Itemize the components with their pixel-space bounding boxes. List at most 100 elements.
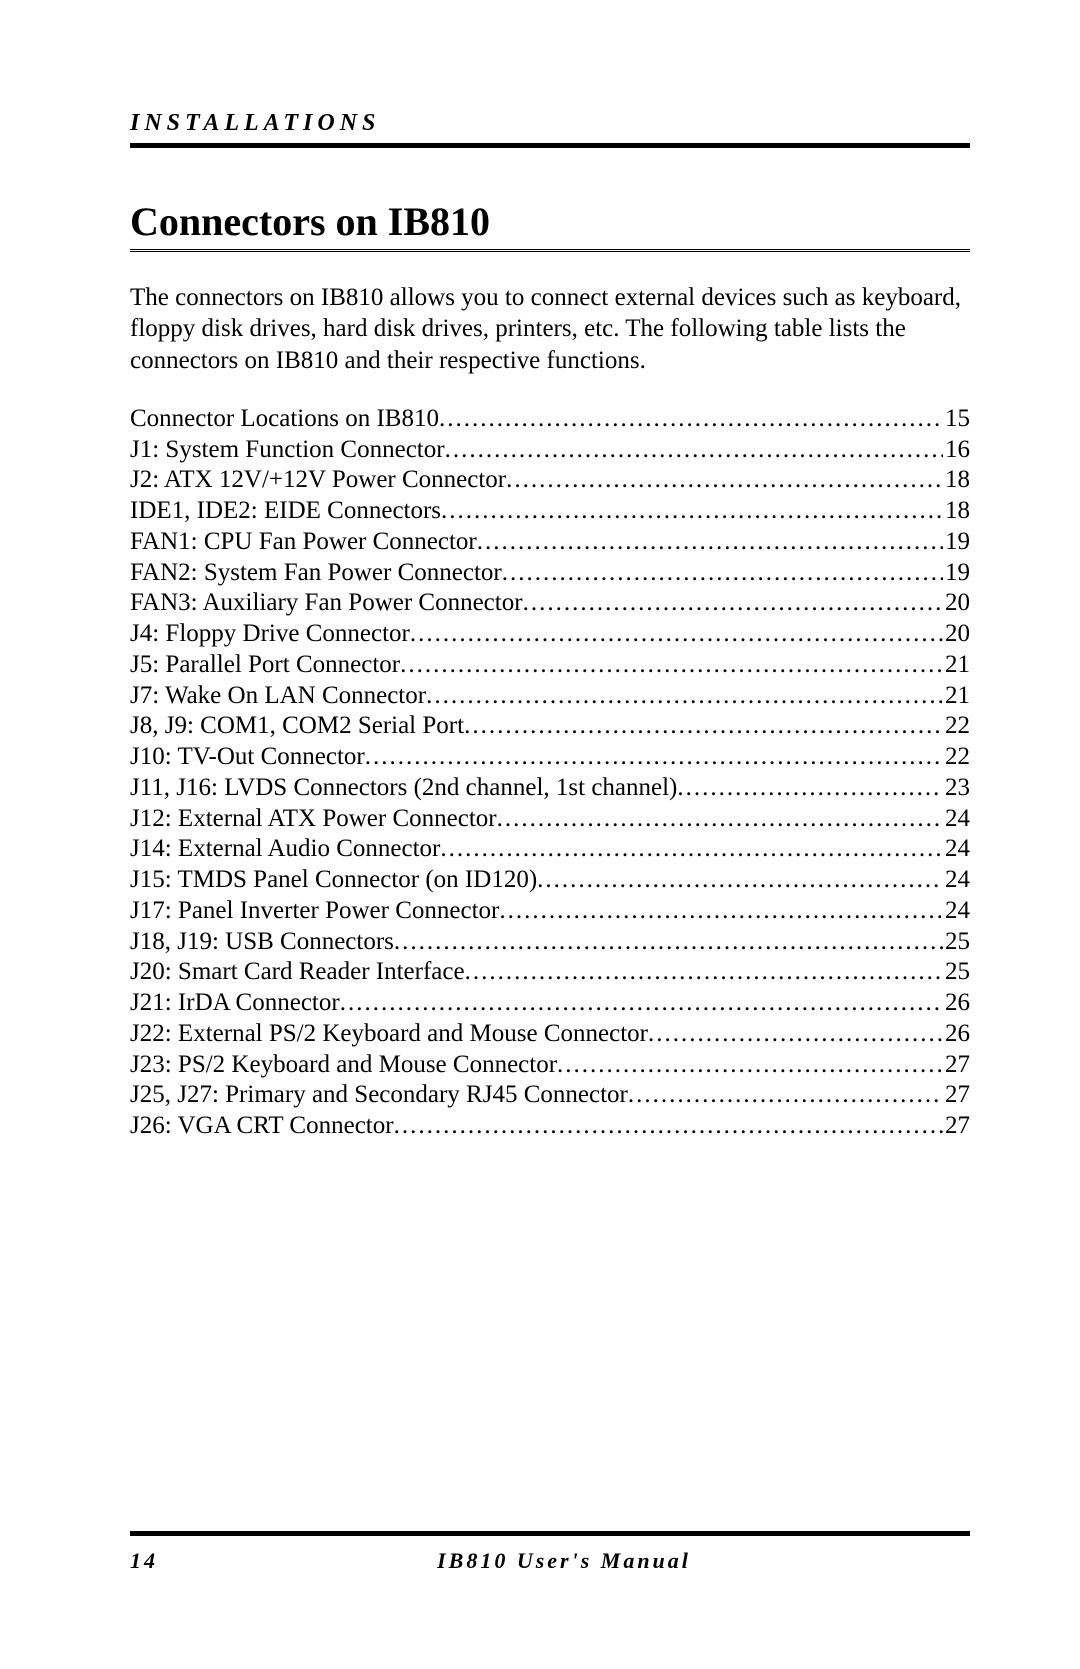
toc-page-number: 27 [943, 1050, 970, 1081]
toc-page-number: 20 [943, 619, 970, 650]
toc-row: J14: External Audio Connector 24 [130, 834, 970, 865]
toc-leader-dots [440, 834, 943, 865]
toc-leader-dots [497, 804, 943, 835]
toc-page-number: 21 [943, 650, 970, 681]
toc-label: J4: Floppy Drive Connector [130, 619, 410, 650]
toc-page-number: 25 [943, 957, 970, 988]
toc-leader-dots [464, 711, 943, 742]
toc-leader-dots [439, 404, 943, 435]
page: INSTALLATIONS Connectors on IB810 The co… [0, 0, 1080, 1669]
toc-label: J21: IrDA Connector [130, 988, 340, 1019]
toc-label: J10: TV-Out Connector [130, 742, 365, 773]
toc-leader-dots [340, 988, 943, 1019]
toc-leader-dots [365, 742, 943, 773]
toc-leader-dots [648, 1019, 943, 1050]
toc-leader-dots [499, 896, 943, 927]
toc-label: J20: Smart Card Reader Interface [130, 957, 465, 988]
toc-row: J21: IrDA Connector 26 [130, 988, 970, 1019]
toc-row: J12: External ATX Power Connector 24 [130, 804, 970, 835]
toc-row: J1: System Function Connector 16 [130, 435, 970, 466]
toc-row: IDE1, IDE2: EIDE Connectors 18 [130, 496, 970, 527]
toc-row: J22: External PS/2 Keyboard and Mouse Co… [130, 1019, 970, 1050]
toc-page-number: 26 [943, 1019, 970, 1050]
toc-label: J18, J19: USB Connectors [130, 927, 394, 958]
toc-row: J23: PS/2 Keyboard and Mouse Connector 2… [130, 1050, 970, 1081]
footer-page-number: 14 [130, 1548, 158, 1574]
toc-row: J5: Parallel Port Connector 21 [130, 650, 970, 681]
toc-leader-dots [465, 957, 943, 988]
toc-leader-dots [410, 619, 943, 650]
toc-leader-dots [477, 527, 943, 558]
toc-label: J26: VGA CRT Connector [130, 1111, 394, 1142]
toc-label: J22: External PS/2 Keyboard and Mouse Co… [130, 1019, 648, 1050]
toc-row: FAN2: System Fan Power Connector 19 [130, 558, 970, 589]
toc-page-number: 27 [943, 1111, 970, 1142]
toc-page-number: 24 [943, 865, 970, 896]
toc-row: J7: Wake On LAN Connector 21 [130, 681, 970, 712]
intro-paragraph: The connectors on IB810 allows you to co… [130, 282, 970, 376]
toc-page-number: 25 [943, 927, 970, 958]
toc-page-number: 22 [943, 742, 970, 773]
toc-leader-dots [537, 865, 943, 896]
toc-page-number: 24 [943, 804, 970, 835]
toc-row: J25, J27: Primary and Secondary RJ45 Con… [130, 1080, 970, 1111]
toc-leader-dots [628, 1080, 943, 1111]
toc-row: J10: TV-Out Connector 22 [130, 742, 970, 773]
toc-leader-dots [502, 558, 943, 589]
toc-page-number: 27 [943, 1080, 970, 1111]
toc-page-number: 26 [943, 988, 970, 1019]
toc-list: Connector Locations on IB81015J1: System… [130, 404, 970, 1142]
toc-page-number: 18 [943, 465, 970, 496]
toc-label: FAN1: CPU Fan Power Connector [130, 527, 477, 558]
toc-label: J7: Wake On LAN Connector [130, 681, 426, 712]
toc-page-number: 22 [943, 711, 970, 742]
toc-page-number: 20 [943, 588, 970, 619]
toc-row: FAN1: CPU Fan Power Connector 19 [130, 527, 970, 558]
page-title: Connectors on IB810 [130, 198, 970, 252]
toc-leader-dots [557, 1050, 943, 1081]
toc-row: J20: Smart Card Reader Interface 25 [130, 957, 970, 988]
toc-leader-dots [506, 465, 943, 496]
toc-leader-dots [394, 927, 943, 958]
toc-leader-dots [426, 681, 943, 712]
toc-row: Connector Locations on IB810 15 [130, 404, 970, 435]
toc-label: J23: PS/2 Keyboard and Mouse Connector [130, 1050, 557, 1081]
toc-page-number: 15 [943, 404, 970, 435]
toc-leader-dots [400, 650, 943, 681]
toc-page-number: 24 [943, 834, 970, 865]
toc-page-number: 16 [943, 435, 970, 466]
toc-label: J2: ATX 12V/+12V Power Connector [130, 465, 506, 496]
toc-row: J15: TMDS Panel Connector (on ID120) 24 [130, 865, 970, 896]
toc-row: J18, J19: USB Connectors 25 [130, 927, 970, 958]
toc-page-number: 23 [943, 773, 970, 804]
toc-row: J17: Panel Inverter Power Connector 24 [130, 896, 970, 927]
toc-label: Connector Locations on IB810 [130, 404, 439, 435]
toc-row: J2: ATX 12V/+12V Power Connector 18 [130, 465, 970, 496]
toc-label: J17: Panel Inverter Power Connector [130, 896, 499, 927]
toc-page-number: 18 [943, 496, 970, 527]
toc-page-number: 24 [943, 896, 970, 927]
toc-leader-dots [441, 496, 943, 527]
toc-label: J1: System Function Connector [130, 435, 445, 466]
toc-leader-dots [677, 773, 943, 804]
toc-page-number: 21 [943, 681, 970, 712]
toc-page-number: 19 [943, 527, 970, 558]
toc-label: J12: External ATX Power Connector [130, 804, 497, 835]
toc-label: J25, J27: Primary and Secondary RJ45 Con… [130, 1080, 628, 1111]
page-footer: 14 IB810 User's Manual [130, 1531, 970, 1574]
toc-row: FAN3: Auxiliary Fan Power Connector 20 [130, 588, 970, 619]
toc-label: IDE1, IDE2: EIDE Connectors [130, 496, 441, 527]
toc-label: J5: Parallel Port Connector [130, 650, 400, 681]
toc-leader-dots [445, 435, 943, 466]
toc-label: FAN2: System Fan Power Connector [130, 558, 502, 589]
toc-row: J11, J16: LVDS Connectors (2nd channel, … [130, 773, 970, 804]
toc-label: J11, J16: LVDS Connectors (2nd channel, … [130, 773, 677, 804]
toc-label: J8, J9: COM1, COM2 Serial Port [130, 711, 464, 742]
toc-row: J8, J9: COM1, COM2 Serial Port 22 [130, 711, 970, 742]
toc-row: J4: Floppy Drive Connector 20 [130, 619, 970, 650]
toc-label: FAN3: Auxiliary Fan Power Connector [130, 588, 523, 619]
toc-leader-dots [523, 588, 943, 619]
footer-manual-title: IB810 User's Manual [158, 1548, 970, 1574]
section-header: INSTALLATIONS [130, 110, 970, 148]
toc-label: J15: TMDS Panel Connector (on ID120) [130, 865, 537, 896]
